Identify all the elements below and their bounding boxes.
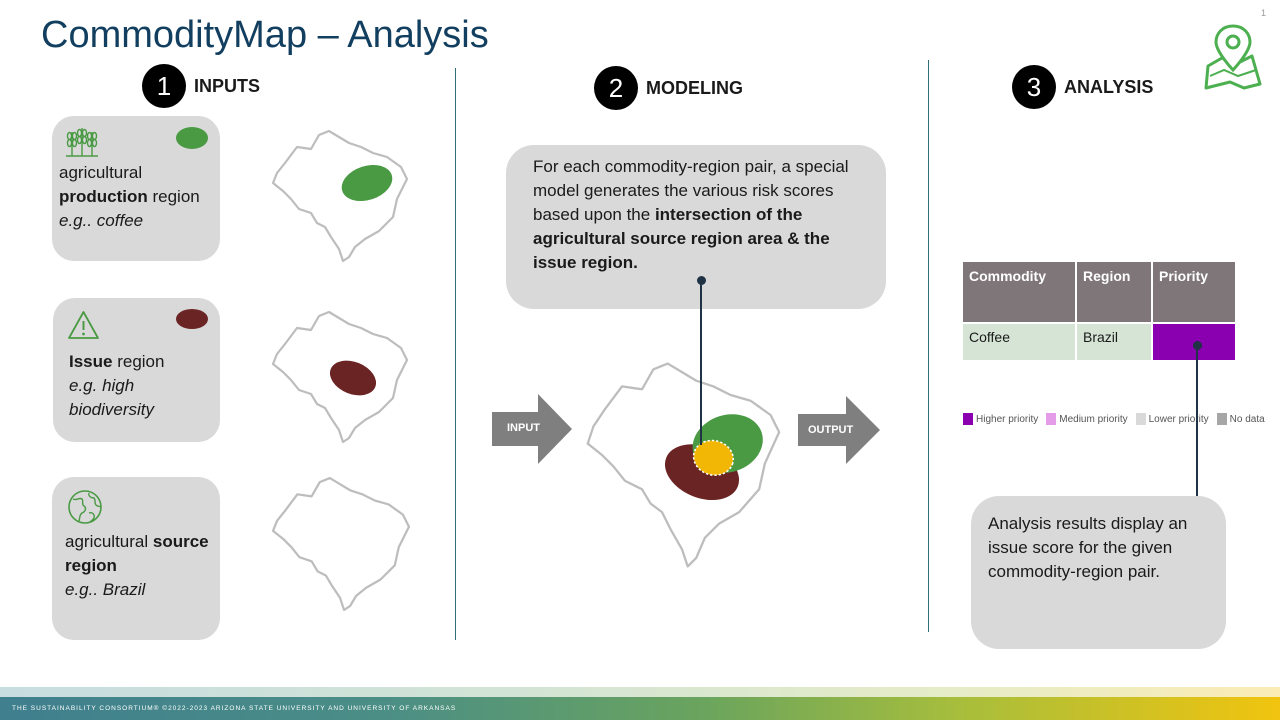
footer-copyright: THE SUSTAINABILITY CONSORTIUM® ©2022-202… bbox=[12, 705, 457, 712]
results-table: Commodity Region Priority Coffee Brazil bbox=[961, 260, 1237, 362]
wheat-icon bbox=[66, 128, 98, 157]
legend-label: Lower priority bbox=[1148, 413, 1209, 425]
table-row: Coffee Brazil bbox=[963, 324, 1235, 360]
step-analysis: 3 ANALYSIS bbox=[1012, 65, 1153, 109]
card-line: production region bbox=[59, 185, 219, 209]
connector-dot bbox=[1193, 341, 1202, 350]
card-plain-text: region bbox=[147, 187, 200, 206]
card-example: e.g.. Brazil bbox=[65, 580, 146, 599]
card-example: biodiversity bbox=[69, 400, 155, 419]
cell-region: Brazil bbox=[1077, 324, 1151, 360]
card-bold-text: Issue bbox=[69, 352, 113, 371]
header-region: Region bbox=[1077, 262, 1151, 322]
output-arrow bbox=[798, 396, 880, 464]
column-divider bbox=[928, 60, 929, 632]
issue-color-dot bbox=[176, 309, 208, 329]
brazil-map-issue bbox=[271, 310, 409, 444]
map-pin-icon bbox=[1204, 24, 1262, 90]
page-number: 1 bbox=[1260, 8, 1266, 18]
legend-item: Lower priority bbox=[1135, 413, 1209, 425]
step-modeling: 2 MODELING bbox=[594, 66, 743, 110]
brazil-map-production bbox=[271, 129, 409, 263]
callout-plain-text: For each commodity-region pair, a specia… bbox=[533, 157, 849, 224]
source-card-text: agricultural source region e.g.. Brazil bbox=[65, 530, 217, 602]
card-line: agricultural bbox=[59, 163, 143, 182]
card-line: agricultural source bbox=[65, 530, 217, 554]
step-number: 3 bbox=[1012, 65, 1056, 109]
legend-item: Higher priority bbox=[963, 413, 1038, 425]
header-commodity: Commodity bbox=[963, 262, 1075, 322]
connector-dot bbox=[697, 276, 706, 285]
legend-swatch bbox=[1216, 413, 1227, 425]
footer-highlight bbox=[0, 687, 1280, 697]
input-arrow bbox=[492, 394, 572, 464]
issue-card-text: Issue region e.g. high biodiversity bbox=[69, 350, 219, 422]
callout-bold-text: intersection of the agricultural source … bbox=[533, 205, 830, 272]
card-line: Issue region bbox=[69, 350, 219, 374]
step-inputs: 1 INPUTS bbox=[142, 64, 260, 108]
output-arrow-label: OUTPUT bbox=[808, 424, 854, 436]
legend-label: Medium priority bbox=[1059, 413, 1128, 425]
modeling-callout: For each commodity-region pair, a specia… bbox=[506, 145, 886, 309]
step-number: 1 bbox=[142, 64, 186, 108]
analysis-callout: Analysis results display an issue score … bbox=[971, 496, 1226, 649]
connector-line bbox=[1196, 346, 1198, 498]
step-label: INPUTS bbox=[194, 75, 261, 96]
cell-commodity: Coffee bbox=[963, 324, 1075, 360]
legend-label: No data bbox=[1229, 413, 1265, 425]
legend-item: Medium priority bbox=[1046, 413, 1128, 425]
card-plain-text: agricultural bbox=[65, 532, 153, 551]
step-number: 2 bbox=[594, 66, 638, 110]
card-example: e.g. high bbox=[69, 376, 135, 395]
card-plain-text: region bbox=[112, 352, 165, 371]
connector-line bbox=[700, 281, 702, 445]
card-bold-text: region bbox=[65, 556, 117, 575]
card-example: e.g.. coffee bbox=[59, 211, 144, 230]
step-label: MODELING bbox=[646, 77, 743, 98]
card-bold-text: source bbox=[152, 532, 209, 551]
production-color-dot bbox=[176, 127, 208, 149]
legend-swatch bbox=[1135, 413, 1146, 425]
table-header-row: Commodity Region Priority bbox=[963, 262, 1235, 322]
header-priority: Priority bbox=[1153, 262, 1235, 322]
legend-item: No data bbox=[1216, 413, 1265, 425]
production-card-text: agricultural production region e.g.. cof… bbox=[59, 161, 219, 233]
card-line: region bbox=[65, 554, 217, 578]
priority-legend: Higher priority Medium priority Lower pr… bbox=[963, 413, 1273, 425]
legend-swatch bbox=[963, 413, 973, 425]
input-arrow-label: INPUT bbox=[507, 422, 540, 434]
source-region-card bbox=[52, 477, 220, 640]
page-title: CommodityMap – Analysis bbox=[41, 14, 489, 56]
column-divider bbox=[455, 68, 456, 640]
brazil-map-intersection bbox=[586, 362, 781, 568]
globe-icon bbox=[68, 490, 102, 524]
legend-label: Higher priority bbox=[976, 413, 1039, 425]
card-bold-text: production bbox=[59, 187, 148, 206]
legend-swatch bbox=[1046, 413, 1057, 425]
step-label: ANALYSIS bbox=[1064, 76, 1154, 97]
warning-icon bbox=[68, 311, 99, 339]
brazil-map-source bbox=[271, 476, 411, 612]
